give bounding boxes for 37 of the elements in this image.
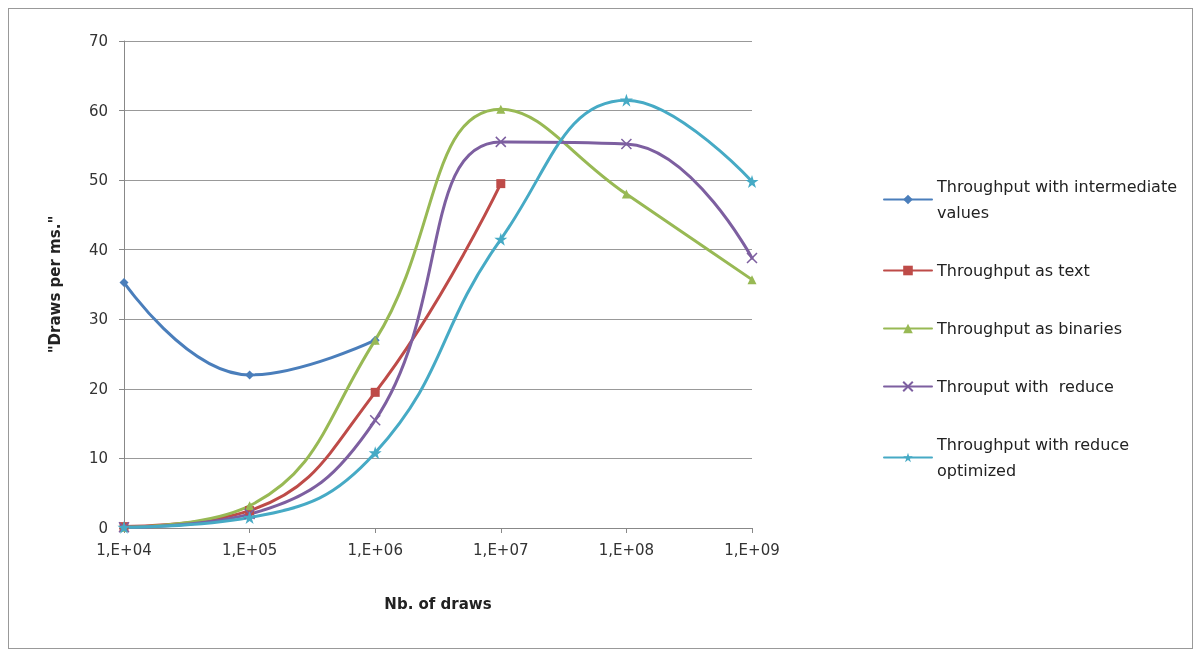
point bbox=[620, 138, 633, 150]
y-tick-label: 30 bbox=[88, 310, 108, 329]
point bbox=[745, 175, 759, 189]
point bbox=[746, 252, 758, 264]
legend-label: Throuput with reduce bbox=[935, 377, 1114, 396]
point bbox=[368, 446, 382, 460]
y-tick-label: 50 bbox=[88, 171, 108, 190]
point bbox=[496, 104, 506, 114]
y-tick-label: 20 bbox=[88, 379, 108, 398]
y-tick-label: 0 bbox=[98, 519, 108, 537]
x-tick-label: 1,E+04 bbox=[96, 540, 152, 559]
point bbox=[369, 414, 381, 426]
legend-label: Throughput with intermediate values bbox=[935, 177, 1178, 222]
y-tick-label: 60 bbox=[88, 101, 108, 120]
x-tick-label: 1,E+05 bbox=[221, 540, 278, 559]
point bbox=[495, 136, 507, 148]
point bbox=[245, 501, 255, 511]
legend-label: Throughput as text bbox=[935, 261, 1090, 280]
x-tick-label: 1,E+09 bbox=[724, 540, 780, 559]
point bbox=[370, 387, 380, 397]
point bbox=[621, 189, 631, 199]
x-axis-title: Nb. of draws bbox=[384, 594, 492, 613]
x-tick-label: 1,E+08 bbox=[598, 540, 655, 559]
point bbox=[243, 508, 256, 520]
legend-label: Throughput as binaries bbox=[935, 319, 1122, 338]
y-tick-label: 10 bbox=[88, 449, 108, 468]
point bbox=[494, 232, 508, 246]
x-tick-label: 1,E+07 bbox=[473, 540, 529, 559]
point bbox=[496, 179, 506, 189]
point bbox=[619, 93, 633, 107]
legend-label: Throughput with reduce optimized bbox=[935, 435, 1130, 480]
point bbox=[119, 277, 129, 287]
y-tick-label: 70 bbox=[88, 32, 108, 50]
point bbox=[747, 275, 757, 285]
y-tick-label: 40 bbox=[88, 240, 108, 259]
x-tick-label: 1,E+06 bbox=[347, 540, 403, 559]
y-axis-title: "Draws per ms." bbox=[45, 215, 64, 354]
